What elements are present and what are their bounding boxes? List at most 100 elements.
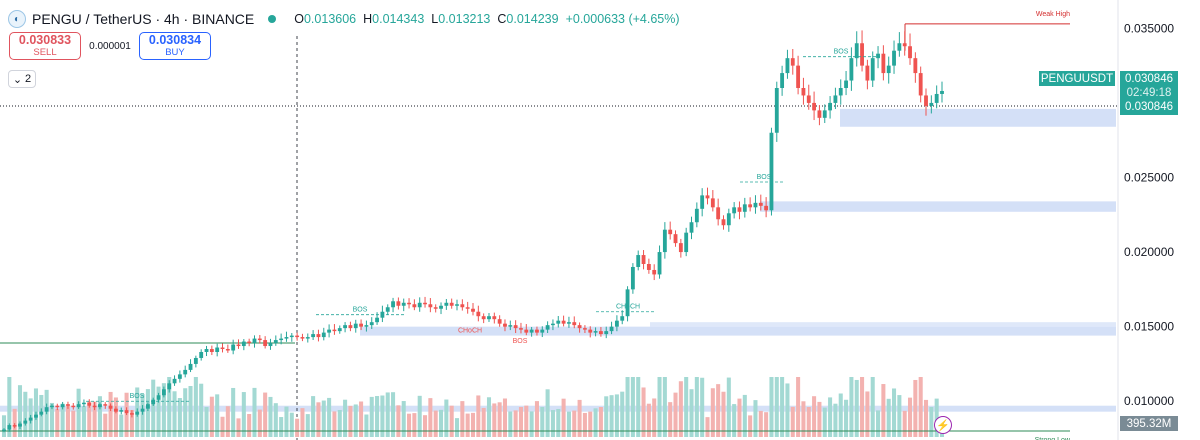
candle-body bbox=[28, 417, 33, 421]
candle-body bbox=[231, 344, 236, 351]
trade-panel: 0.030833 SELL 0.000001 0.030834 BUY bbox=[9, 32, 211, 60]
annotation-label: BOS bbox=[513, 338, 528, 345]
candle-body bbox=[577, 325, 582, 329]
candle-body bbox=[876, 53, 880, 59]
candle-body bbox=[689, 222, 694, 233]
volume-bar bbox=[870, 377, 875, 437]
sell-button[interactable]: 0.030833 SELL bbox=[9, 32, 81, 60]
volume-bar bbox=[838, 393, 843, 437]
candle-body bbox=[860, 43, 864, 66]
candle-body bbox=[252, 338, 257, 344]
candle-body bbox=[343, 325, 348, 329]
candle-body bbox=[87, 402, 92, 406]
volume-bar bbox=[673, 392, 678, 437]
candle-body bbox=[124, 410, 129, 414]
candle-body bbox=[625, 289, 630, 317]
candle-body bbox=[758, 202, 763, 206]
volume-bar bbox=[923, 399, 929, 437]
volume-bar bbox=[668, 402, 673, 437]
buy-button[interactable]: 0.030834 BUY bbox=[139, 32, 211, 60]
candle-body bbox=[353, 323, 358, 329]
candle-body bbox=[279, 338, 284, 341]
volume-bar bbox=[518, 406, 523, 437]
annotation-label: CHoCH bbox=[616, 304, 640, 311]
candle-body bbox=[700, 195, 705, 209]
volume-bar bbox=[396, 405, 401, 437]
candle-body bbox=[2, 429, 6, 431]
candle-body bbox=[295, 335, 300, 338]
candle-body bbox=[519, 328, 523, 330]
volume-bar bbox=[620, 391, 625, 437]
candle-body bbox=[476, 311, 481, 317]
candle-body bbox=[503, 323, 507, 327]
volume-bar bbox=[151, 379, 156, 437]
volume-bar bbox=[630, 377, 635, 437]
candle-body bbox=[44, 407, 49, 412]
volume-bar bbox=[177, 398, 182, 437]
candle-body bbox=[327, 329, 332, 333]
candle-body bbox=[375, 317, 379, 323]
candle-body bbox=[209, 349, 214, 352]
volume-bar bbox=[449, 405, 454, 437]
annotation-label: BOS bbox=[834, 49, 849, 56]
order-block-zones bbox=[0, 108, 1116, 412]
lightning-icon[interactable]: ⚡ bbox=[934, 416, 952, 434]
candle-body bbox=[934, 93, 939, 103]
candle-body bbox=[23, 420, 28, 424]
order-block-zone bbox=[840, 108, 1116, 127]
volume-bar bbox=[774, 377, 779, 437]
candle-body bbox=[508, 325, 513, 327]
annotations: BOS BOS CHoCH BOS CHoCH BOS BOS Weak High Strong… bbox=[86, 11, 1071, 440]
volume-bar bbox=[732, 404, 737, 437]
candle-body bbox=[34, 414, 38, 418]
candle-body bbox=[481, 316, 486, 320]
volume-bar bbox=[652, 398, 657, 437]
buy-label: BUY bbox=[165, 47, 185, 58]
volume-bar bbox=[662, 377, 667, 437]
indicators-toggle-button[interactable]: ⌄ 2 bbox=[8, 70, 36, 88]
volume-bar bbox=[220, 416, 225, 437]
candle-body bbox=[103, 404, 108, 406]
volume-bar bbox=[295, 418, 300, 437]
candle-body bbox=[641, 255, 646, 264]
volume-bar bbox=[257, 409, 262, 437]
volume-bar bbox=[598, 407, 603, 437]
candle-body bbox=[630, 266, 635, 290]
volume-bar bbox=[92, 401, 97, 437]
candle-body bbox=[82, 402, 86, 405]
candles bbox=[2, 30, 944, 433]
price-tick-label: 0.010000 bbox=[1124, 394, 1174, 408]
annotation-label: Weak High bbox=[1036, 11, 1070, 18]
candle-body bbox=[263, 340, 268, 347]
volume-bar bbox=[465, 413, 470, 437]
candle-body bbox=[924, 95, 928, 106]
volume-bar bbox=[897, 395, 902, 437]
volume-bar bbox=[534, 401, 539, 437]
candle-body bbox=[694, 208, 699, 223]
candle-body bbox=[604, 331, 609, 335]
volume-bar bbox=[71, 410, 76, 437]
candle-body bbox=[7, 425, 12, 430]
volume-bar bbox=[460, 401, 465, 437]
candle-body bbox=[92, 405, 97, 408]
annotation-label: CHoCH bbox=[458, 328, 482, 335]
candle-body bbox=[801, 88, 806, 96]
volume-bar bbox=[561, 398, 566, 437]
candle-body bbox=[684, 232, 689, 253]
volume-bars bbox=[1, 377, 945, 437]
candle-body bbox=[66, 404, 70, 406]
ohlc-high: H0.014343 bbox=[363, 12, 425, 26]
candle-body bbox=[737, 207, 742, 212]
candle-body bbox=[636, 255, 641, 267]
candle-body bbox=[439, 305, 443, 309]
symbol-title[interactable]: PENGU / TetherUS · 4h · BINANCE bbox=[32, 11, 255, 27]
volume-bar bbox=[119, 414, 124, 437]
volume-bar bbox=[65, 404, 70, 437]
candle-body bbox=[844, 80, 848, 88]
volume-bar bbox=[268, 396, 273, 437]
volume-bar bbox=[748, 415, 753, 437]
volume-bar bbox=[886, 398, 891, 437]
volume-bar bbox=[865, 391, 870, 437]
ohlc-change: +0.000633 (+4.65%) bbox=[565, 12, 680, 26]
